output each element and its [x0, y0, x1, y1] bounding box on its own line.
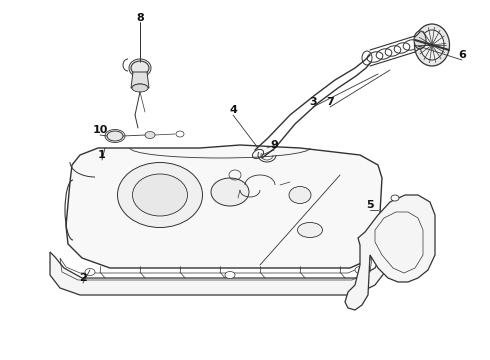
Text: 6: 6: [458, 50, 466, 60]
Text: 4: 4: [229, 105, 237, 115]
Text: 5: 5: [366, 200, 374, 210]
Ellipse shape: [297, 222, 322, 238]
Ellipse shape: [415, 24, 449, 66]
Ellipse shape: [414, 31, 426, 49]
Text: 9: 9: [270, 140, 278, 150]
Ellipse shape: [211, 178, 249, 206]
Polygon shape: [66, 145, 382, 268]
Ellipse shape: [391, 195, 399, 201]
Ellipse shape: [420, 30, 444, 60]
Polygon shape: [345, 195, 435, 310]
Polygon shape: [50, 252, 385, 295]
Text: 10: 10: [92, 125, 108, 135]
Text: 8: 8: [136, 13, 144, 23]
Ellipse shape: [107, 131, 123, 141]
Ellipse shape: [145, 131, 155, 139]
Ellipse shape: [118, 162, 202, 228]
Ellipse shape: [355, 266, 365, 274]
Ellipse shape: [131, 61, 149, 75]
Text: 1: 1: [98, 150, 106, 160]
Ellipse shape: [176, 131, 184, 137]
Ellipse shape: [85, 269, 95, 275]
Text: 3: 3: [309, 97, 317, 107]
Ellipse shape: [132, 84, 148, 92]
Ellipse shape: [132, 174, 188, 216]
Text: 7: 7: [326, 97, 334, 107]
Text: 2: 2: [79, 273, 87, 283]
Ellipse shape: [289, 186, 311, 203]
Polygon shape: [131, 72, 149, 88]
Ellipse shape: [225, 271, 235, 279]
